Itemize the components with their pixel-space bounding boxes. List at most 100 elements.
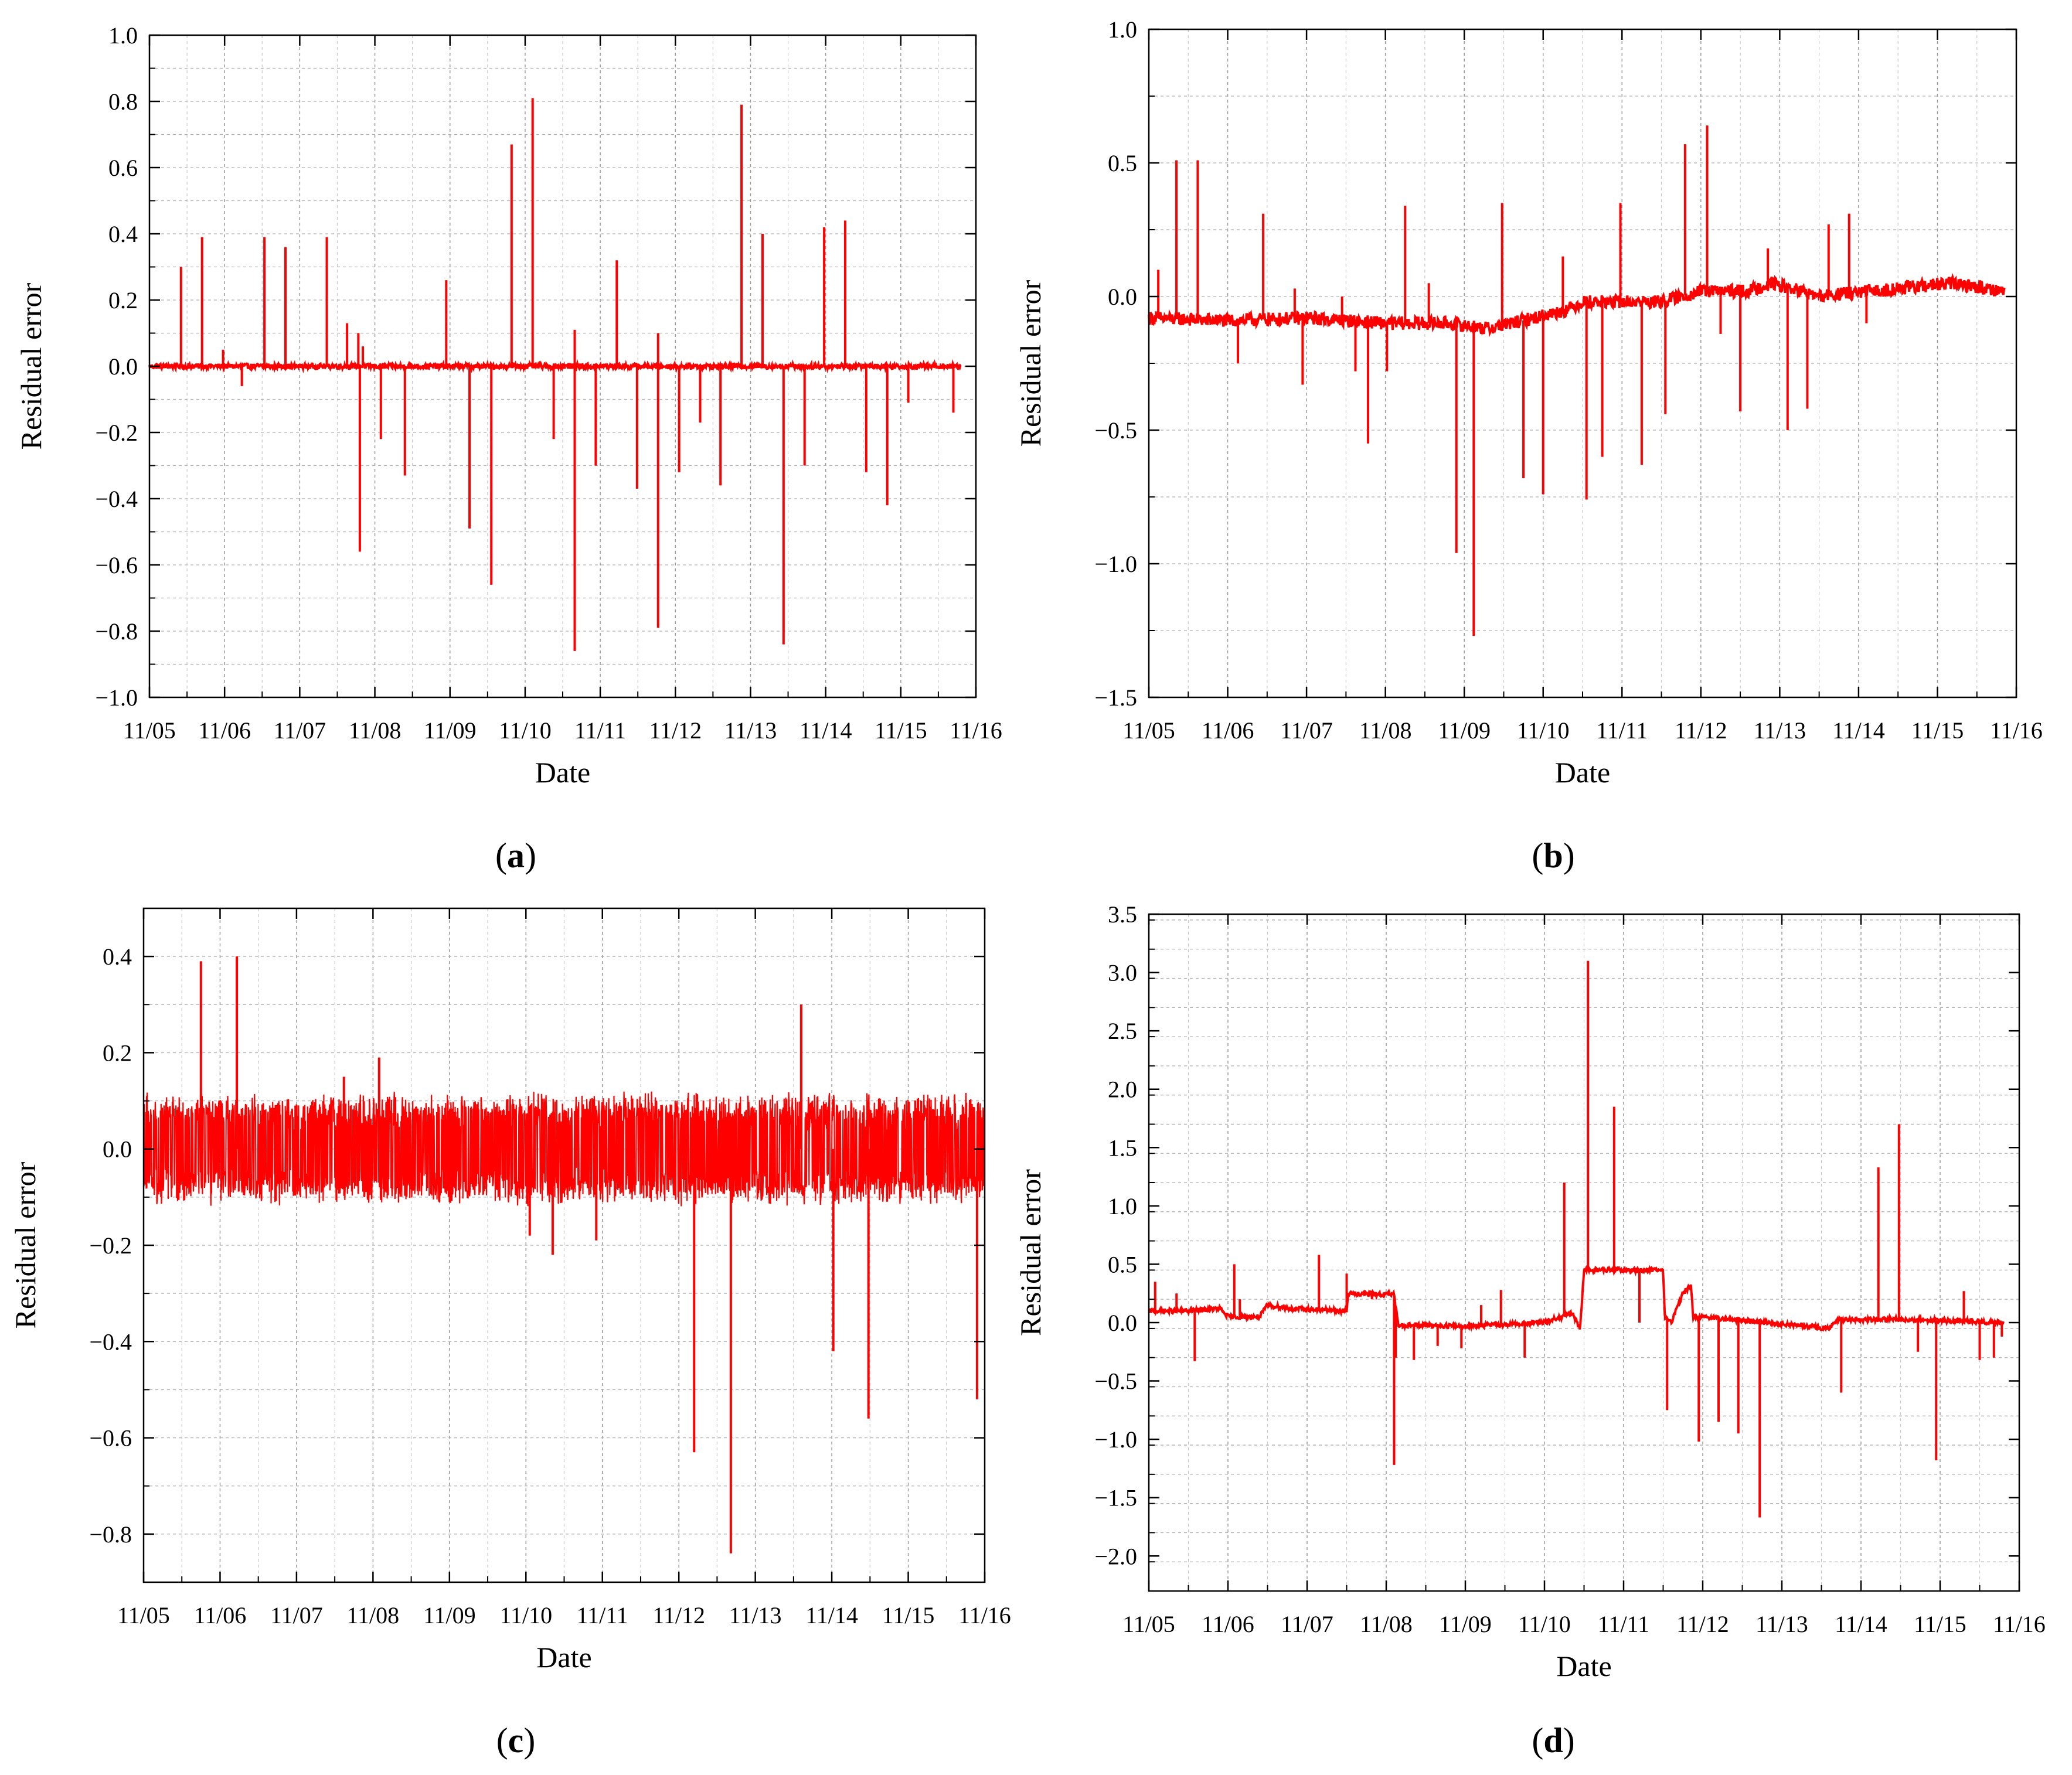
x-tick-label: 11/16 [1993, 1611, 2046, 1637]
x-tick-label: 11/15 [882, 1602, 935, 1628]
x-tick-label: 11/14 [1832, 717, 1885, 744]
x-tick-label: 11/09 [423, 1602, 476, 1628]
y-tick-label: 1.0 [108, 22, 138, 49]
x-tick-label: 11/16 [950, 717, 1002, 744]
x-axis-title: Date [1556, 1650, 1611, 1682]
y-tick-label: 0.2 [103, 1040, 132, 1066]
x-axis: 11/05 11/06 11/07 11/08 11/09 11/10 11/11 11/12… [1122, 914, 2046, 1637]
y-axis-title: Residual error [15, 282, 47, 449]
x-tick-label: 11/13 [1754, 717, 1806, 744]
series-line [1148, 1265, 2005, 1333]
x-tick-label: 11/10 [499, 717, 552, 744]
y-tick-label: −1.5 [1094, 1485, 1137, 1511]
x-tick-label: 11/12 [1675, 717, 1727, 744]
x-tick-label: 11/06 [198, 717, 251, 744]
y-tick-label: −1.0 [1094, 1426, 1137, 1453]
y-tick-label: 0.5 [1108, 150, 1137, 176]
grid [1148, 914, 2020, 1592]
x-tick-label: 11/10 [1517, 717, 1570, 744]
y-tick-label: 1.0 [1108, 16, 1137, 43]
y-tick-label: −0.6 [95, 552, 138, 578]
x-tick-label: 11/13 [1755, 1611, 1808, 1637]
x-tick-label: 11/13 [729, 1602, 782, 1628]
x-tick-label: 11/05 [123, 717, 176, 744]
series-line [142, 1091, 986, 1207]
panel-label: (c) [496, 1721, 536, 1760]
x-tick-label: 11/05 [117, 1602, 170, 1628]
y-tick-label: −0.5 [1094, 1368, 1137, 1395]
x-tick-label: 11/05 [1122, 717, 1175, 744]
x-tick-label: 11/07 [270, 1602, 323, 1628]
y-axis-title: Residual error [9, 1161, 42, 1328]
y-tick-label: 1.0 [1108, 1193, 1137, 1219]
x-tick-label: 11/16 [958, 1602, 1011, 1628]
y-tick-label: 0.8 [108, 88, 138, 115]
y-tick-label: 3.0 [1108, 960, 1137, 986]
x-tick-label: 11/14 [805, 1602, 858, 1628]
series-residual [148, 98, 962, 651]
x-tick-label: 11/06 [1202, 717, 1254, 744]
x-tick-label: 11/08 [347, 1602, 400, 1628]
series-line [1148, 272, 2006, 338]
x-tick-label: 11/11 [577, 1602, 628, 1628]
x-tick-label: 11/15 [1911, 717, 1964, 744]
y-axis-title: Residual error [1014, 1169, 1047, 1336]
x-tick-label: 11/07 [1281, 1611, 1333, 1637]
panel-a-chart: 11/05 11/06 11/07 11/08 11/09 11/10 11/11 11/12… [15, 22, 1002, 875]
x-tick-label: 11/15 [875, 717, 927, 744]
y-axis: −1.5 −1.0 −0.5 0.0 0.5 1.0 [1094, 16, 2016, 711]
series-residual [1148, 960, 2005, 1518]
y-tick-label: 0.5 [1108, 1251, 1137, 1277]
y-tick-label: 0.6 [108, 155, 138, 181]
y-tick-label: −0.8 [89, 1521, 132, 1548]
series-residual [142, 956, 986, 1553]
x-tick-label: 11/07 [1280, 717, 1333, 744]
y-tick-label: 2.5 [1108, 1018, 1137, 1044]
x-tick-label: 11/07 [274, 717, 326, 744]
grid [1148, 29, 2017, 698]
x-tick-label: 11/12 [649, 717, 702, 744]
series-residual [1148, 125, 2006, 636]
panel-label: (b) [1532, 836, 1574, 875]
y-tick-label: −2.0 [1094, 1543, 1137, 1569]
x-tick-label: 11/09 [1439, 1611, 1492, 1637]
x-tick-label: 11/15 [1914, 1611, 1966, 1637]
y-tick-label: −1.0 [1094, 551, 1137, 577]
x-tick-label: 11/06 [1202, 1611, 1254, 1637]
y-tick-label: −0.5 [1094, 417, 1137, 444]
y-tick-label: 0.4 [103, 943, 132, 970]
x-tick-label: 11/08 [349, 717, 402, 744]
y-tick-label: 2.0 [1108, 1076, 1137, 1103]
y-axis: −1.0 −0.8 −0.6 −0.4 −0.2 0.0 0.2 0.4 0.6 0.8 1.0 [95, 22, 976, 711]
panel-label: (a) [495, 836, 536, 875]
y-tick-label: −0.4 [95, 486, 138, 512]
x-tick-label: 11/05 [1122, 1611, 1175, 1637]
y-tick-label: −0.2 [95, 420, 138, 446]
y-tick-label: 1.5 [1108, 1134, 1137, 1161]
y-tick-label: 0.0 [108, 353, 138, 380]
x-tick-label: 11/14 [1835, 1611, 1887, 1637]
y-tick-label: −0.4 [89, 1328, 132, 1355]
y-tick-label: −1.5 [1094, 684, 1137, 711]
y-tick-label: 0.0 [1108, 1310, 1137, 1336]
y-tick-label: 0.2 [108, 287, 138, 314]
y-tick-label: −0.6 [89, 1425, 132, 1452]
x-axis: 11/05 11/06 11/07 11/08 11/09 11/10 11/11 11/12… [123, 35, 1002, 744]
x-tick-label: 11/09 [424, 717, 477, 744]
y-axis-title: Residual error [1014, 280, 1047, 447]
y-tick-label: 0.0 [103, 1136, 132, 1163]
panel-d-chart: 11/05 11/06 11/07 11/08 11/09 11/10 11/11 11/12… [1014, 901, 2046, 1760]
x-tick-label: 11/14 [799, 717, 852, 744]
x-axis: 11/05 11/06 11/07 11/08 11/09 11/10 11/11 11/12… [117, 908, 1011, 1628]
x-axis-title: Date [535, 756, 590, 789]
y-tick-label: −1.0 [95, 684, 138, 711]
panel-label: (d) [1532, 1721, 1574, 1760]
y-axis: −2.0 −1.5 −1.0 −0.5 0.0 0.5 1.0 1.5 2.0 2.5 3.0 3.5 [1094, 901, 2019, 1592]
x-tick-label: 11/06 [194, 1602, 247, 1628]
x-tick-label: 11/09 [1438, 717, 1491, 744]
x-axis: 11/05 11/06 11/07 11/08 11/09 11/10 11/11 11/12… [1122, 29, 2043, 744]
y-tick-label: −0.2 [89, 1232, 132, 1259]
x-tick-label: 11/11 [1598, 1611, 1649, 1637]
y-tick-label: 0.0 [1108, 284, 1137, 310]
